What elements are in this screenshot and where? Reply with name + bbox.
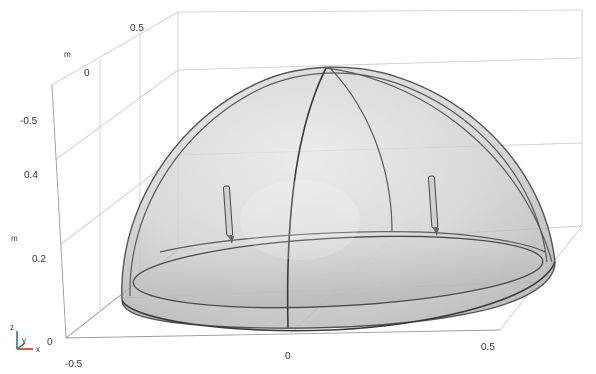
x-axis-tick-05: 0.5 (481, 342, 495, 353)
triad-z-label: z (10, 323, 14, 332)
axis-tick-labels: 0.5 m 0 -0.5 0.4 m 0.2 0 -0.5 0 0.5 (11, 23, 495, 370)
z-axis-unit: m (11, 234, 18, 243)
hemisphere-dome[interactable] (121, 66, 556, 332)
triad-x-label: x (36, 345, 40, 354)
coordinate-triad: z y x (10, 323, 40, 354)
y-axis-tick-0: 0 (84, 68, 90, 79)
x-axis-tick-0: 0 (285, 351, 291, 362)
x-axis-tick-neg05: -0.5 (65, 359, 83, 369)
y-axis-tick-05: 0.5 (130, 23, 144, 34)
triad-y-label: y (22, 336, 26, 345)
z-axis-tick-04: 0.4 (24, 170, 38, 181)
y-axis-tick-neg05: -0.5 (20, 116, 38, 127)
probe-rod-right[interactable] (427, 175, 439, 236)
z-axis-tick-0: 0 (47, 337, 53, 348)
z-axis-tick-02: 0.2 (32, 254, 46, 265)
triad-y-arrow (16, 342, 26, 350)
probe-rod-left[interactable] (222, 185, 234, 244)
y-axis-unit: m (64, 50, 71, 59)
